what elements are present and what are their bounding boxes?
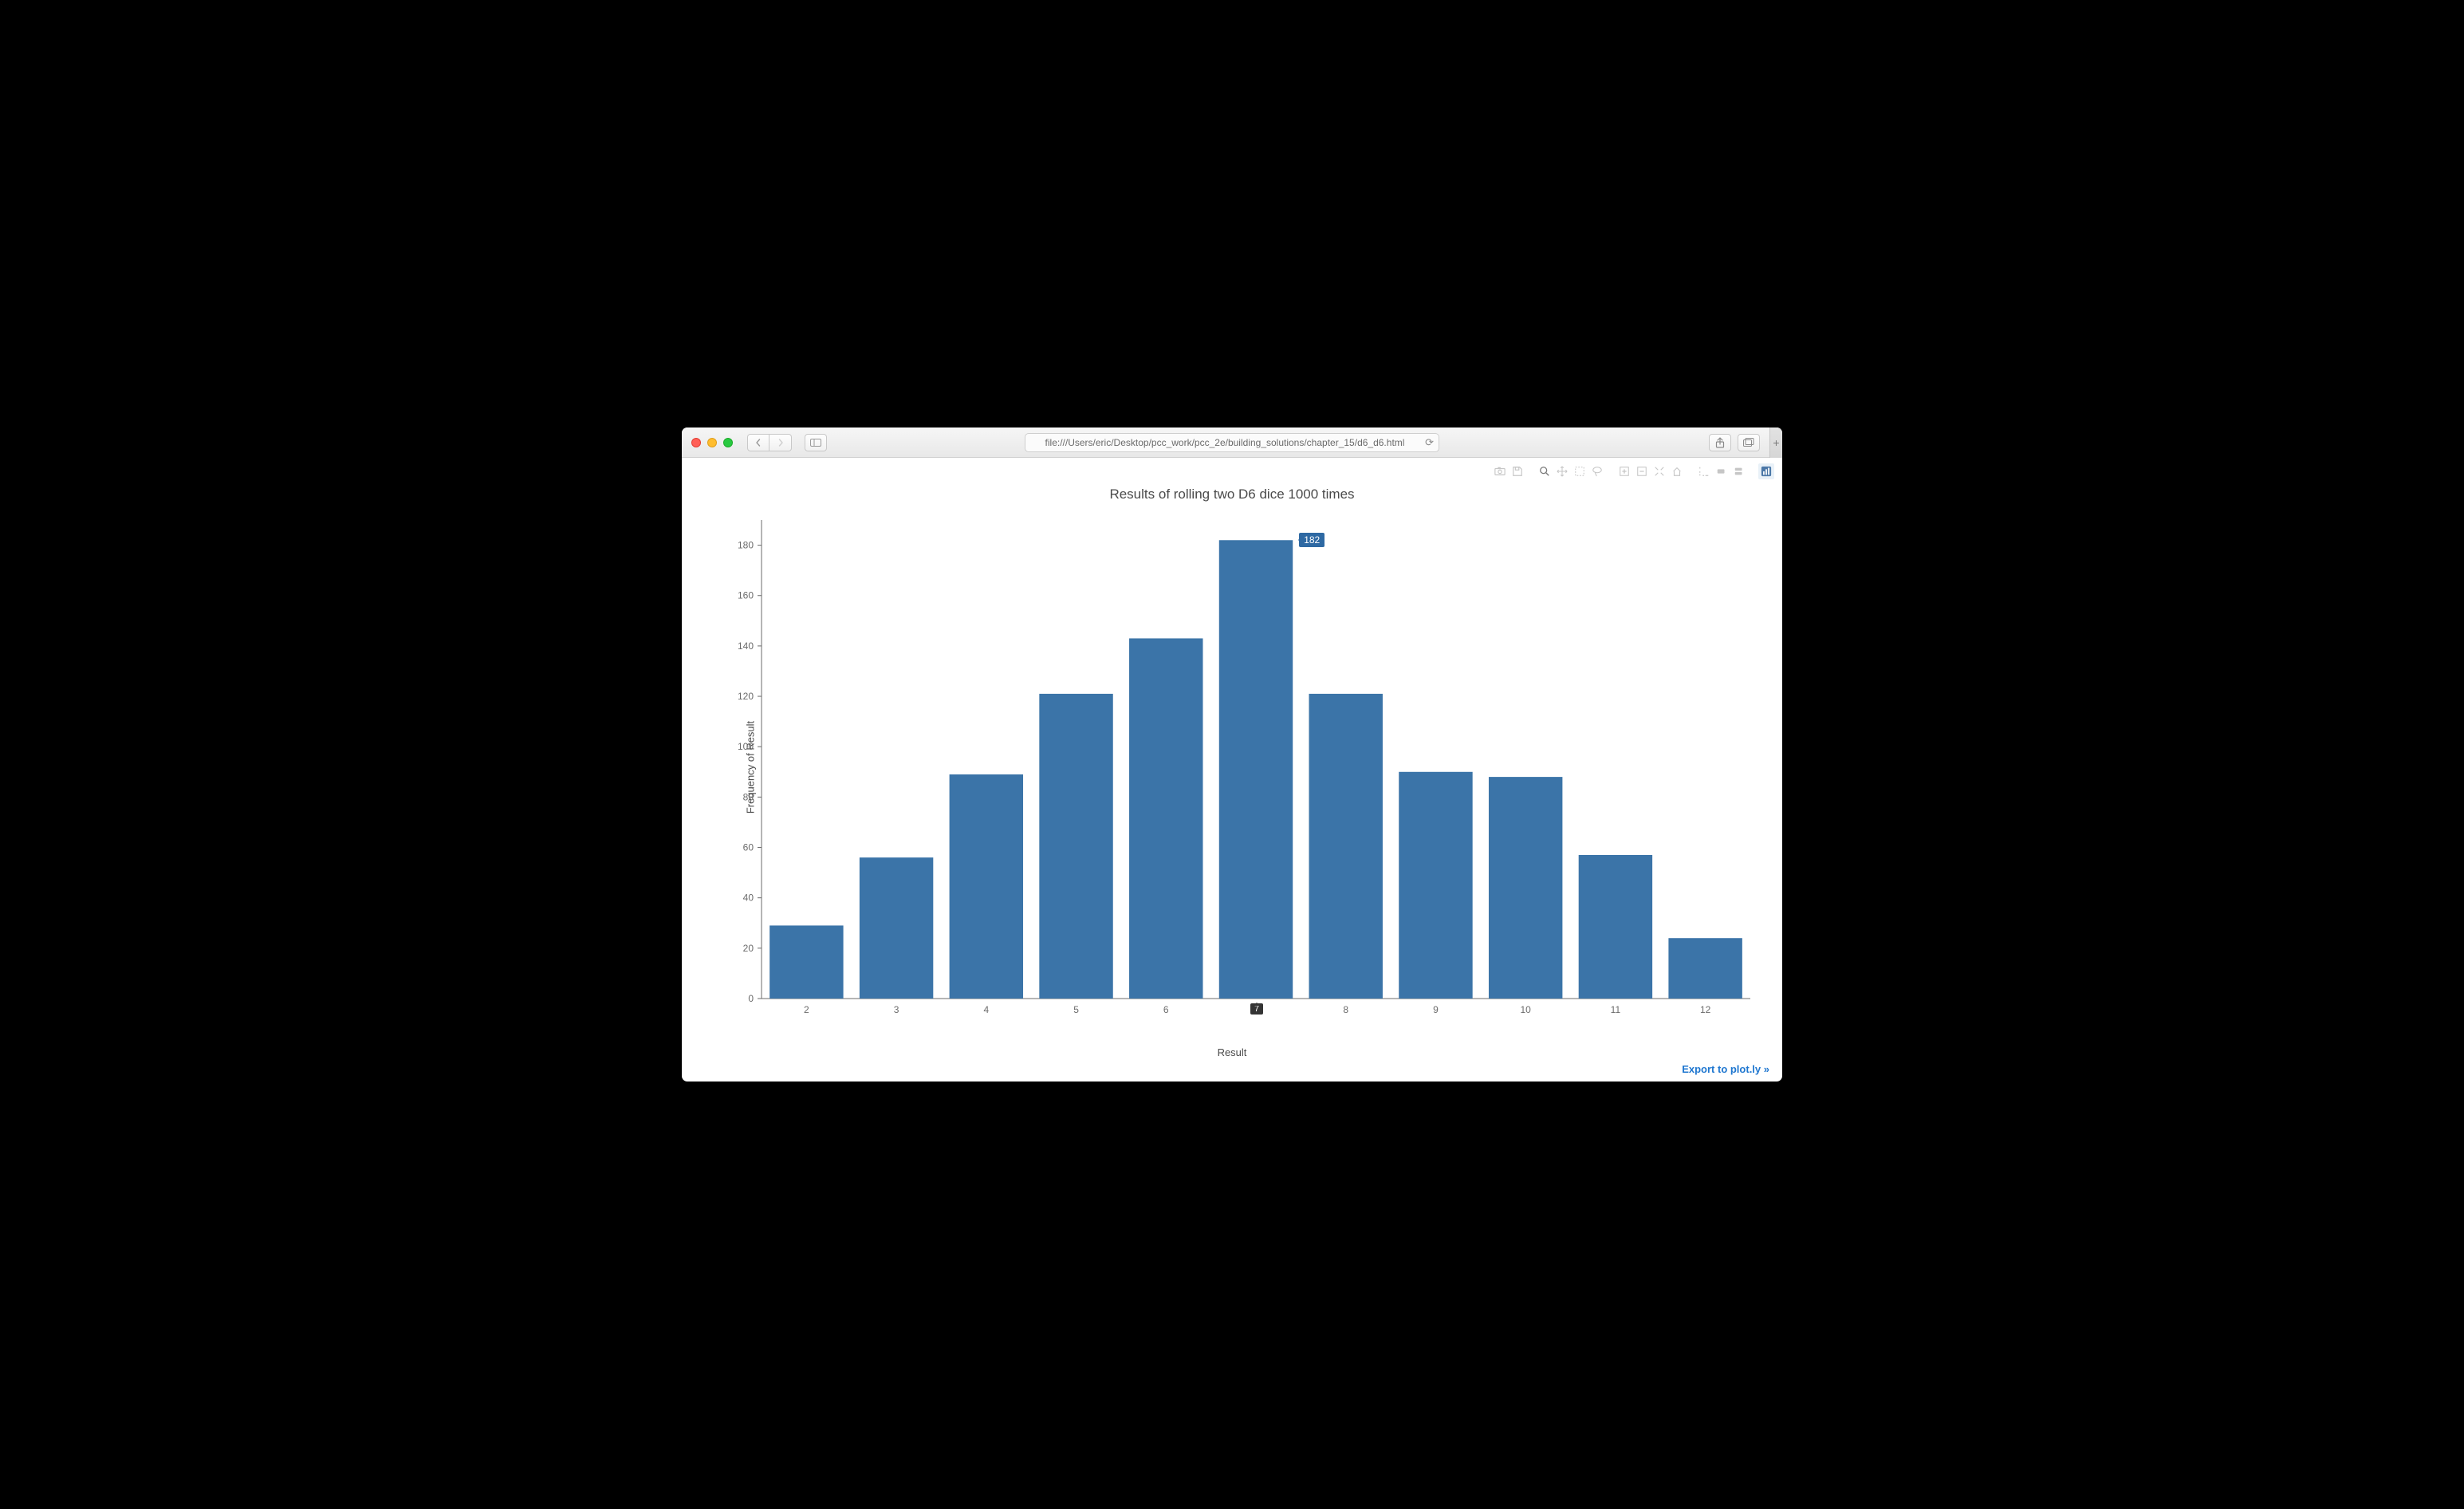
camera-icon[interactable] [1492, 463, 1508, 479]
svg-text:6: 6 [1163, 1004, 1169, 1015]
bar-11[interactable] [1579, 855, 1652, 999]
reload-icon[interactable]: ⟳ [1425, 436, 1434, 449]
reset-icon[interactable] [1669, 463, 1685, 479]
zoomout-icon[interactable] [1634, 463, 1650, 479]
select-icon[interactable] [1572, 463, 1588, 479]
svg-text:120: 120 [738, 691, 754, 702]
sidebar-button[interactable] [805, 434, 827, 451]
tabs-button[interactable] [1738, 434, 1760, 451]
maximize-icon[interactable] [723, 438, 733, 447]
new-tab-button[interactable]: + [1769, 427, 1782, 458]
browser-window: file:///Users/eric/Desktop/pcc_work/pcc_… [682, 427, 1782, 1082]
forward-button[interactable] [770, 434, 792, 451]
export-link[interactable]: Export to plot.ly » [1682, 1063, 1769, 1075]
spike-icon[interactable] [1696, 463, 1712, 479]
plotly-logo-icon[interactable] [1758, 463, 1774, 479]
url-text: file:///Users/eric/Desktop/pcc_work/pcc_… [1045, 437, 1405, 448]
svg-text:100: 100 [738, 741, 754, 752]
bar-7[interactable] [1219, 540, 1293, 999]
nav-buttons [747, 434, 792, 451]
x-axis-label: Result [698, 1046, 1766, 1058]
svg-text:4: 4 [983, 1004, 989, 1015]
spike-tooltip: 7 [1250, 1003, 1263, 1015]
svg-text:10: 10 [1521, 1004, 1532, 1015]
svg-text:8: 8 [1343, 1004, 1348, 1015]
zoomin-icon[interactable] [1616, 463, 1632, 479]
svg-text:140: 140 [738, 640, 754, 652]
svg-text:80: 80 [743, 791, 754, 802]
pan-icon[interactable] [1554, 463, 1570, 479]
svg-text:60: 60 [743, 842, 754, 853]
address-bar[interactable]: file:///Users/eric/Desktop/pcc_work/pcc_… [1025, 433, 1439, 452]
bar-10[interactable] [1489, 777, 1562, 999]
bar-12[interactable] [1668, 938, 1742, 999]
svg-text:2: 2 [804, 1004, 809, 1015]
svg-text:11: 11 [1611, 1004, 1621, 1015]
window-controls [691, 438, 733, 447]
titlebar: file:///Users/eric/Desktop/pcc_work/pcc_… [682, 427, 1782, 458]
zoom-icon[interactable] [1537, 463, 1553, 479]
chart-title: Results of rolling two D6 dice 1000 time… [698, 487, 1766, 502]
svg-text:40: 40 [743, 892, 754, 904]
svg-text:180: 180 [738, 540, 754, 551]
bar-5[interactable] [1039, 694, 1112, 999]
autoscale-icon[interactable] [1651, 463, 1667, 479]
svg-text:160: 160 [738, 590, 754, 601]
share-button[interactable] [1709, 434, 1731, 451]
disk-icon[interactable] [1509, 463, 1525, 479]
svg-text:5: 5 [1073, 1004, 1079, 1015]
svg-text:20: 20 [743, 943, 754, 954]
close-icon[interactable] [691, 438, 701, 447]
minimize-icon[interactable] [707, 438, 717, 447]
lasso-icon[interactable] [1589, 463, 1605, 479]
bar-4[interactable] [950, 774, 1023, 999]
svg-text:3: 3 [894, 1004, 899, 1015]
hover-tooltip: 182 [1299, 533, 1324, 547]
bar-3[interactable] [860, 857, 933, 999]
chart-plot[interactable]: Frequency of Result 02040608010012014016… [698, 512, 1766, 1022]
hoverclosest-icon[interactable] [1714, 463, 1730, 479]
back-button[interactable] [747, 434, 770, 451]
bar-9[interactable] [1399, 772, 1472, 999]
titlebar-right: + [1709, 427, 1773, 458]
chart-container: Results of rolling two D6 dice 1000 time… [682, 482, 1782, 1082]
bar-2[interactable] [770, 925, 843, 999]
svg-text:0: 0 [748, 993, 754, 1004]
plotly-modebar [682, 458, 1782, 482]
bar-8[interactable] [1309, 694, 1383, 999]
bar-6[interactable] [1129, 638, 1202, 999]
hovercompare-icon[interactable] [1731, 463, 1747, 479]
svg-text:9: 9 [1433, 1004, 1439, 1015]
svg-text:12: 12 [1700, 1004, 1711, 1015]
